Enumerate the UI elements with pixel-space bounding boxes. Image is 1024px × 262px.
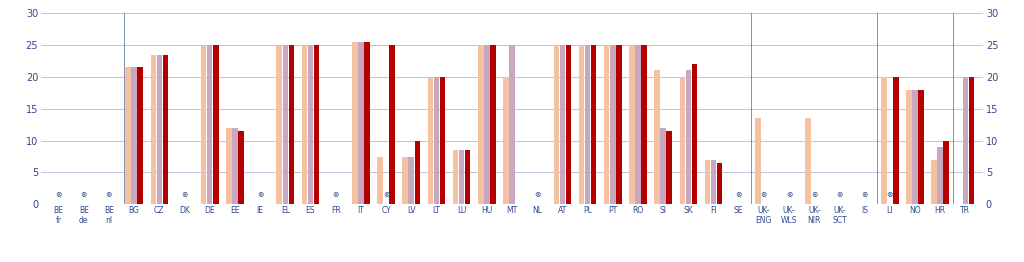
- Bar: [151, 54, 156, 204]
- Text: ⊗: ⊗: [181, 190, 187, 199]
- Bar: [302, 45, 307, 204]
- Bar: [283, 45, 288, 204]
- Text: ⊗: ⊗: [887, 190, 893, 199]
- Bar: [660, 128, 666, 204]
- Bar: [654, 70, 659, 204]
- Bar: [591, 45, 596, 204]
- Bar: [509, 45, 515, 204]
- Bar: [213, 45, 218, 204]
- Bar: [711, 160, 716, 204]
- Bar: [685, 70, 691, 204]
- Bar: [554, 45, 559, 204]
- Bar: [276, 45, 282, 204]
- Bar: [137, 67, 143, 204]
- Bar: [352, 42, 357, 204]
- Bar: [579, 45, 585, 204]
- Bar: [893, 77, 899, 204]
- Bar: [402, 157, 408, 204]
- Bar: [691, 64, 697, 204]
- Text: ⊗: ⊗: [735, 190, 742, 199]
- Bar: [912, 90, 918, 204]
- Bar: [490, 45, 496, 204]
- Bar: [163, 54, 168, 204]
- Bar: [465, 150, 470, 204]
- Bar: [906, 90, 911, 204]
- Bar: [806, 118, 811, 204]
- Text: ⊗: ⊗: [761, 190, 767, 199]
- Text: ⊗: ⊗: [837, 190, 843, 199]
- Bar: [439, 77, 445, 204]
- Bar: [963, 77, 968, 204]
- Bar: [705, 160, 711, 204]
- Bar: [459, 150, 465, 204]
- Bar: [433, 77, 439, 204]
- Bar: [484, 45, 489, 204]
- Bar: [881, 77, 887, 204]
- Bar: [201, 45, 207, 204]
- Bar: [313, 45, 319, 204]
- Bar: [358, 42, 364, 204]
- Bar: [453, 150, 459, 204]
- Bar: [943, 141, 949, 204]
- Bar: [629, 45, 635, 204]
- Bar: [289, 45, 294, 204]
- Bar: [226, 128, 231, 204]
- Bar: [932, 160, 937, 204]
- Bar: [755, 118, 761, 204]
- Bar: [919, 90, 924, 204]
- Text: ⊗: ⊗: [811, 190, 817, 199]
- Bar: [616, 45, 622, 204]
- Bar: [667, 131, 672, 204]
- Bar: [415, 141, 420, 204]
- Text: ⊗: ⊗: [257, 190, 263, 199]
- Text: ⊗: ⊗: [105, 190, 113, 199]
- Text: ⊗: ⊗: [785, 190, 793, 199]
- Bar: [585, 45, 591, 204]
- Bar: [565, 45, 571, 204]
- Text: ⊗: ⊗: [55, 190, 61, 199]
- Text: ⊗: ⊗: [333, 190, 339, 199]
- Bar: [157, 54, 162, 204]
- Bar: [232, 128, 238, 204]
- Bar: [207, 45, 213, 204]
- Bar: [610, 45, 615, 204]
- Bar: [969, 77, 974, 204]
- Bar: [365, 42, 370, 204]
- Text: ⊗: ⊗: [81, 190, 87, 199]
- Bar: [389, 45, 395, 204]
- Bar: [503, 77, 509, 204]
- Bar: [131, 67, 137, 204]
- Bar: [125, 67, 131, 204]
- Bar: [409, 157, 414, 204]
- Text: ⊗: ⊗: [861, 190, 867, 199]
- Bar: [680, 77, 685, 204]
- Bar: [239, 131, 244, 204]
- Bar: [478, 45, 483, 204]
- Bar: [428, 77, 433, 204]
- Bar: [308, 45, 313, 204]
- Bar: [937, 147, 943, 204]
- Bar: [559, 45, 565, 204]
- Bar: [641, 45, 647, 204]
- Text: ⊗: ⊗: [383, 190, 389, 199]
- Bar: [635, 45, 641, 204]
- Bar: [717, 163, 722, 204]
- Bar: [377, 157, 383, 204]
- Text: ⊗: ⊗: [534, 190, 541, 199]
- Bar: [604, 45, 609, 204]
